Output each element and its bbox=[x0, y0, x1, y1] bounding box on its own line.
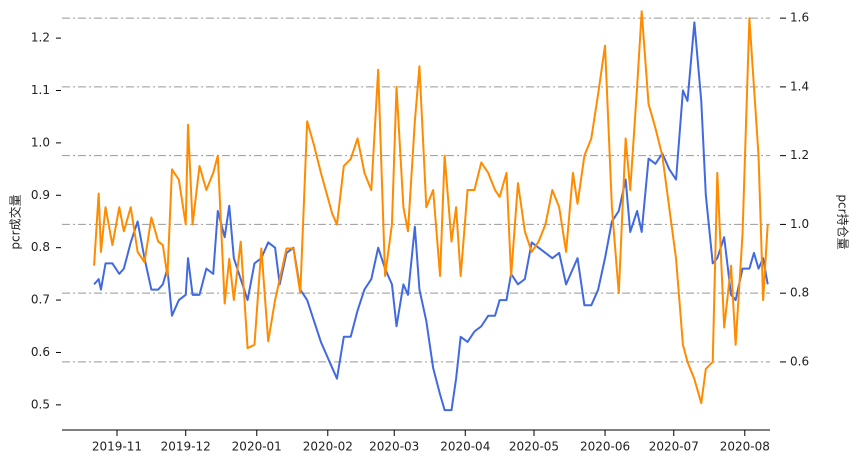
y2-tick-label: 1.2 bbox=[790, 148, 809, 162]
x-tick-label: 2020-08 bbox=[720, 440, 770, 454]
y-tick-label: 0.6 bbox=[31, 345, 50, 359]
y2-axis-label: pcr持仓量 bbox=[836, 194, 851, 249]
y2-tick-label: 1.0 bbox=[790, 217, 809, 231]
y2-tick-label: 1.4 bbox=[790, 79, 809, 93]
y2-tick-label: 1.6 bbox=[790, 11, 809, 25]
y-tick-label: 0.8 bbox=[31, 240, 50, 254]
x-tick-label: 2020-05 bbox=[509, 440, 559, 454]
y-tick-label: 0.7 bbox=[31, 293, 50, 307]
y-tick-label: 1.0 bbox=[31, 135, 50, 149]
series-line bbox=[93, 21, 769, 412]
x-tick-label: 2020-06 bbox=[580, 440, 630, 454]
y2-tick-label: 0.8 bbox=[790, 286, 809, 300]
x-tick-label: 2020-07 bbox=[649, 440, 699, 454]
series-line bbox=[93, 10, 769, 405]
y2-tick-label: 0.6 bbox=[790, 354, 809, 368]
x-tick-label: 2019-12 bbox=[161, 440, 211, 454]
x-tick-label: 2020-02 bbox=[303, 440, 353, 454]
y-tick-label: 1.2 bbox=[31, 31, 50, 45]
x-tick-label: 2020-04 bbox=[440, 440, 490, 454]
y-tick-label: 0.5 bbox=[31, 397, 50, 411]
x-tick-label: 2020-01 bbox=[232, 440, 282, 454]
y-tick-label: 0.9 bbox=[31, 188, 50, 202]
x-tick-label: 2020-03 bbox=[369, 440, 419, 454]
x-tick-label: 2019-11 bbox=[92, 440, 142, 454]
y-axis-label: pcr成交量 bbox=[8, 194, 23, 249]
y-tick-label: 1.1 bbox=[31, 83, 50, 97]
